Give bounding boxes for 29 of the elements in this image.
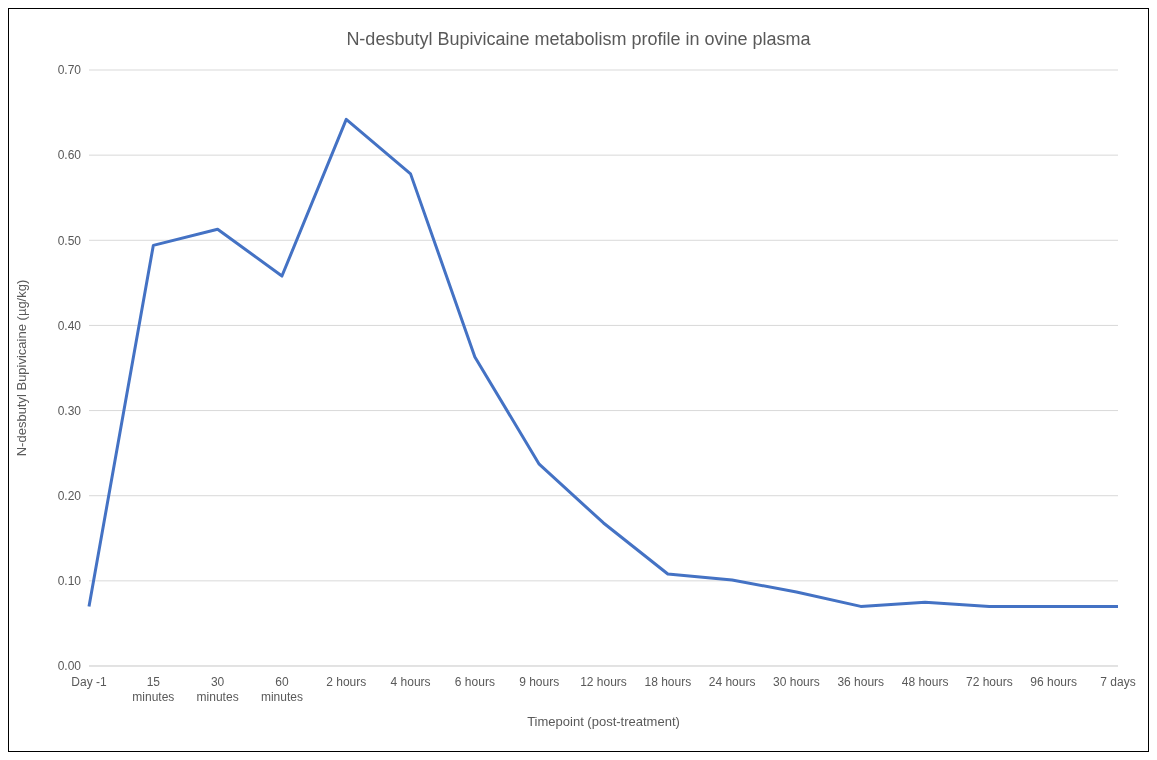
x-tick-label: 9 hours <box>519 675 560 689</box>
x-tick-label: 15 minutes <box>132 675 175 704</box>
y-tick-label: 0.20 <box>57 488 82 503</box>
line-series <box>87 117 1120 608</box>
y-tick-label: 0.40 <box>57 318 82 333</box>
x-tick-label: 24 hours <box>708 675 756 689</box>
x-tick-label: 30 minutes <box>196 675 239 704</box>
x-tick-label: 18 hours <box>644 675 692 689</box>
y-tick-label: 0.70 <box>57 63 82 78</box>
x-tick-label: 2 hours <box>326 675 367 689</box>
x-tick-label: 6 hours <box>454 675 495 689</box>
y-tick-label: 0.10 <box>57 574 82 589</box>
y-tick-label: 0.50 <box>57 233 82 248</box>
x-tick-label: 96 hours <box>1030 675 1078 689</box>
x-tick-label: 60 minutes <box>260 675 303 704</box>
x-tick-label: 7 days <box>1100 675 1136 689</box>
x-tick-label: 30 hours <box>773 675 820 689</box>
y-tick-label: 0.60 <box>57 148 82 163</box>
x-tick-label: 72 hours <box>966 675 1013 689</box>
x-tick-label: 48 hours <box>901 675 949 689</box>
x-axis-title: Timepoint (post-treatment) <box>527 714 680 729</box>
x-tick-label: 4 hours <box>390 675 431 689</box>
y-tick-label: 0.00 <box>57 659 82 674</box>
x-tick-label: 36 hours <box>837 675 885 689</box>
chart-title: N-desbutyl Bupivicaine metabolism profile in ovine plasma <box>345 29 812 50</box>
y-axis-title: N-desbutyl Bupivicaine (µg/kg) <box>13 279 29 457</box>
x-tick-label: Day -1 <box>71 675 107 689</box>
x-tick-label: 12 hours <box>580 675 627 689</box>
y-tick-label: 0.30 <box>57 403 82 418</box>
